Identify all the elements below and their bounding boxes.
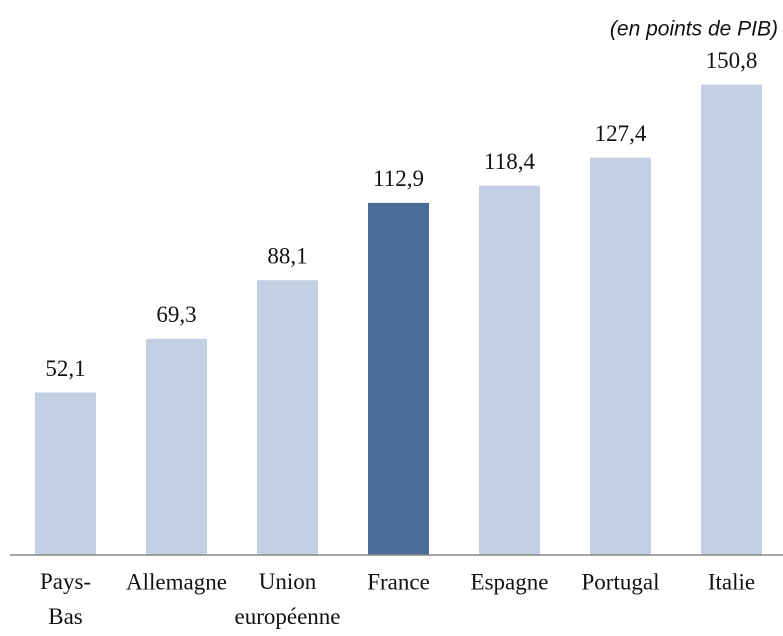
x-tick-label: Union européenne xyxy=(235,569,341,629)
chart-subtitle: (en points de PIB) xyxy=(610,18,778,41)
value-label: 88,1 xyxy=(267,244,307,269)
x-tick-label: Italie xyxy=(708,569,755,594)
value-label: 112,9 xyxy=(373,166,424,191)
x-tick-label: France xyxy=(367,569,430,594)
value-label: 150,8 xyxy=(706,48,758,73)
bar xyxy=(590,157,651,555)
x-tick-label: Portugal xyxy=(582,569,660,594)
value-label: 69,3 xyxy=(156,302,196,327)
value-label: 127,4 xyxy=(595,121,647,146)
x-tick-label: Allemagne xyxy=(126,569,227,594)
bar xyxy=(146,338,207,555)
bar xyxy=(701,84,762,555)
bar xyxy=(35,392,96,555)
value-label: 118,4 xyxy=(484,149,535,174)
x-tick-label: Espagne xyxy=(471,569,549,594)
x-tick-label: Pays-Bas xyxy=(40,569,91,629)
value-label: 52,1 xyxy=(45,356,85,381)
bar xyxy=(368,202,429,555)
bar xyxy=(479,185,540,556)
bar xyxy=(257,280,318,555)
